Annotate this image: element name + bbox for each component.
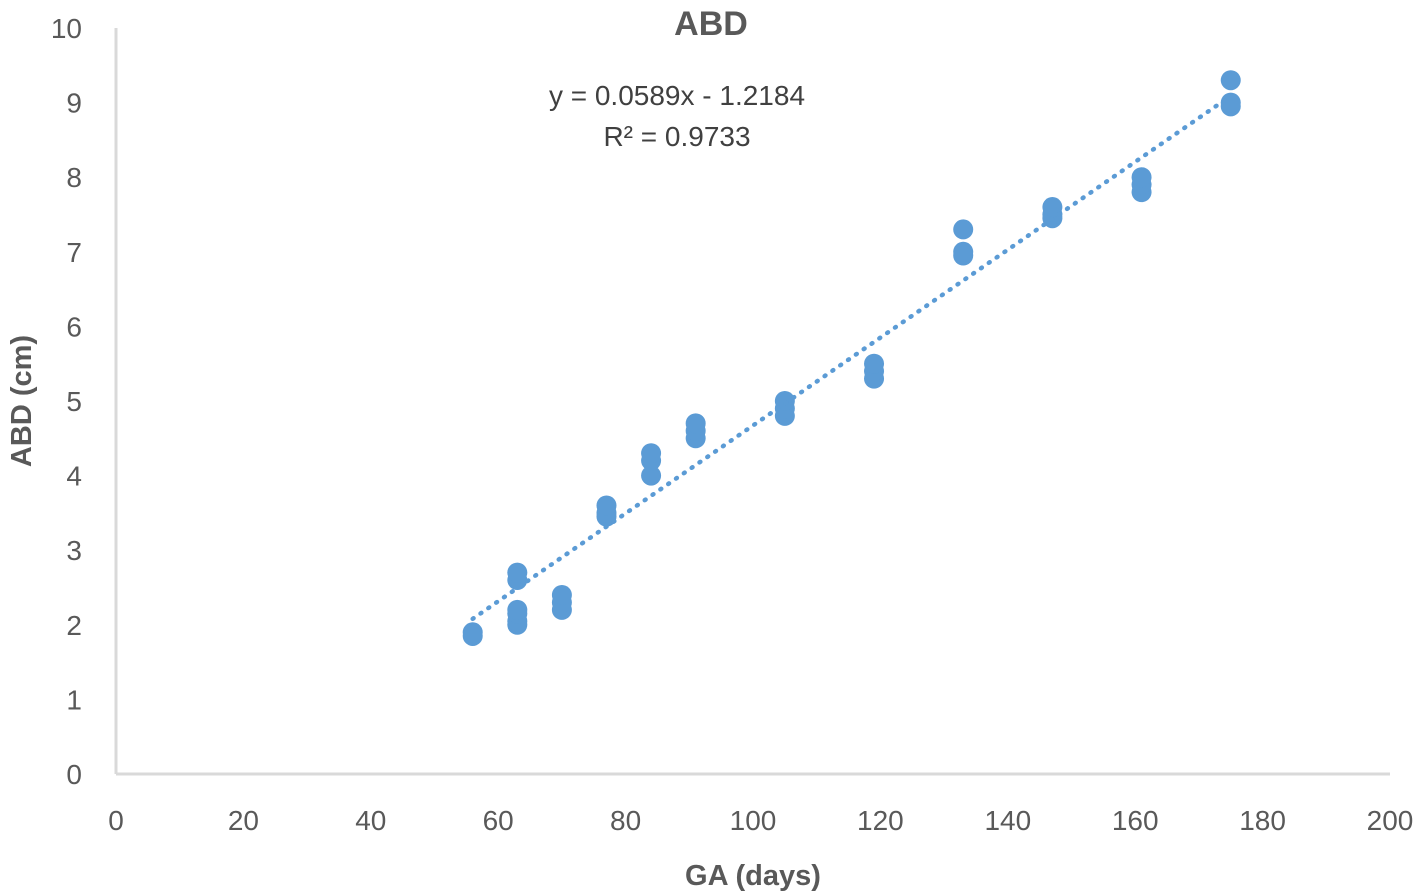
y-tick-label: 5: [66, 386, 82, 417]
y-axis-ticks: 0 1 2 3 4 5 6 7 8 9 10: [51, 13, 82, 790]
data-point: [596, 495, 617, 516]
chart-title: ABD: [674, 5, 748, 43]
data-point: [462, 622, 483, 643]
x-tick-label: 100: [730, 805, 777, 836]
y-tick-label: 7: [66, 237, 82, 268]
y-tick-label: 4: [66, 461, 82, 492]
data-point: [641, 465, 662, 486]
y-tick-label: 10: [51, 13, 82, 44]
x-tick-label: 160: [1112, 805, 1159, 836]
data-point: [507, 599, 528, 620]
y-tick-label: 3: [66, 535, 82, 566]
x-tick-label: 140: [984, 805, 1031, 836]
x-tick-label: 40: [355, 805, 386, 836]
x-tick-label: 180: [1239, 805, 1286, 836]
data-point: [953, 219, 974, 240]
x-tick-label: 200: [1367, 805, 1414, 836]
data-point: [551, 584, 572, 605]
data-points: [462, 70, 1241, 646]
x-tick-label: 120: [857, 805, 904, 836]
data-point: [641, 443, 662, 464]
y-tick-label: 6: [66, 311, 82, 342]
trendline-equation: y = 0.0589x - 1.2184: [549, 80, 805, 111]
x-tick-label: 80: [610, 805, 641, 836]
data-point: [1042, 197, 1063, 218]
y-tick-label: 0: [66, 759, 82, 790]
x-tick-label: 0: [108, 805, 124, 836]
data-point: [953, 241, 974, 262]
data-point: [1131, 167, 1152, 188]
y-tick-label: 8: [66, 162, 82, 193]
x-axis-ticks: 0 20 40 60 80 100 120 140 160 180 200: [108, 805, 1413, 836]
y-tick-label: 9: [66, 88, 82, 119]
x-axis-title: GA (days): [685, 860, 821, 892]
data-point: [507, 562, 528, 583]
data-point: [864, 353, 885, 374]
trendline-r-squared: R² = 0.9733: [603, 121, 750, 152]
y-axis-title: ABD (cm): [6, 335, 38, 467]
data-point: [1220, 70, 1241, 91]
trendline: [470, 93, 1233, 622]
y-tick-label: 2: [66, 610, 82, 641]
y-tick-label: 1: [66, 684, 82, 715]
x-tick-label: 60: [483, 805, 514, 836]
data-point: [1220, 92, 1241, 113]
data-point: [685, 413, 706, 434]
x-tick-label: 20: [228, 805, 259, 836]
